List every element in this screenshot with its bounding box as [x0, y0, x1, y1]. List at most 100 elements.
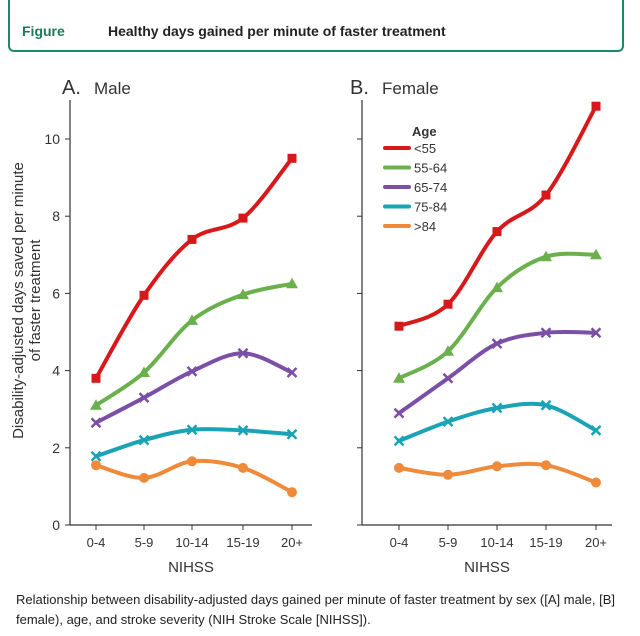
- series-line-under-55: [397, 104, 598, 329]
- legend-title: Age: [412, 124, 437, 139]
- data-point-under-55: [238, 213, 248, 223]
- data-point-75-84: [540, 399, 552, 411]
- y-tick-label: 8: [52, 208, 60, 224]
- marker-stroke: [186, 366, 198, 377]
- x-tick-label: 10-14: [480, 535, 513, 550]
- x-tick-label: 15-19: [226, 535, 259, 550]
- marker-stroke: [138, 392, 150, 403]
- marker-stroke: [393, 435, 405, 447]
- marker-stroke: [442, 372, 454, 384]
- chart-figure: A. Male 0 2 4 6 8 10 0-4 5-9 10-14 15-19 20+ NIHSS Dis…: [10, 77, 612, 576]
- data-point-75-84: [442, 416, 454, 427]
- panel-letter: A.: [62, 77, 81, 99]
- data-point-65-74: [393, 407, 405, 419]
- data-point-55-64: [590, 248, 602, 260]
- data-point-over-84: [541, 460, 551, 471]
- data-point-55-64: [491, 281, 503, 293]
- x-tick-label: 20+: [281, 535, 303, 550]
- x-tick-label: 10-14: [175, 535, 208, 550]
- data-point-55-64: [138, 366, 150, 377]
- y-tick-label: 2: [52, 440, 60, 456]
- panel-name: Female: [382, 79, 439, 98]
- data-point-65-74: [186, 366, 198, 377]
- marker-stroke: [237, 425, 249, 436]
- y-tick-label: 10: [44, 131, 60, 147]
- data-point-65-74: [590, 327, 602, 339]
- data-point-55-64: [286, 277, 298, 289]
- data-point-under-55: [591, 101, 601, 111]
- data-point-under-55: [541, 190, 551, 200]
- data-point-65-74: [286, 367, 298, 378]
- figure-tag: Figure: [22, 23, 65, 39]
- marker-stroke: [186, 424, 198, 436]
- legend-label: 55-64: [414, 161, 447, 176]
- data-point-55-64: [237, 288, 249, 300]
- data-point-55-64: [540, 250, 552, 262]
- data-point-75-84: [186, 424, 198, 436]
- x-tick-label: 5-9: [439, 535, 458, 550]
- y-tick-label: 6: [52, 285, 60, 301]
- panel-letter: B.: [350, 77, 369, 99]
- x-tick-label: 0-4: [390, 535, 409, 550]
- marker-stroke: [90, 417, 102, 429]
- legend-label: <55: [414, 141, 436, 156]
- data-point-under-55: [492, 227, 502, 237]
- marker-stroke: [286, 367, 298, 378]
- legend-label: 75-84: [414, 200, 447, 215]
- marker-stroke: [393, 407, 405, 419]
- data-point-under-55: [139, 290, 149, 300]
- data-point-75-84: [237, 425, 249, 436]
- x-axis-label: NIHSS: [464, 559, 510, 576]
- figure-title: Healthy days gained per minute of faster…: [108, 23, 446, 39]
- figure-header: [8, 0, 624, 52]
- data-point-75-84: [590, 425, 602, 436]
- panel-name: Male: [94, 79, 131, 98]
- data-point-75-84: [286, 428, 298, 440]
- data-point-55-64: [186, 314, 198, 325]
- y-tick-label: 0: [52, 517, 60, 533]
- data-point-over-84: [187, 456, 197, 467]
- data-point-65-74: [90, 417, 102, 429]
- data-point-over-84: [287, 487, 297, 498]
- data-point-75-84: [393, 435, 405, 447]
- x-tick-label: 15-19: [529, 535, 562, 550]
- legend-label: >84: [414, 219, 436, 234]
- data-point-65-74: [491, 338, 503, 349]
- y-tick-label: 4: [52, 363, 60, 379]
- data-point-over-84: [139, 472, 149, 483]
- series-line-55-64: [94, 281, 294, 408]
- figure-caption: Relationship between disability-adjusted…: [16, 592, 616, 627]
- x-tick-label: 5-9: [135, 535, 154, 550]
- marker-stroke: [237, 347, 249, 359]
- data-point-under-55: [187, 234, 197, 244]
- marker-stroke: [138, 434, 150, 446]
- data-point-55-64: [90, 399, 102, 410]
- data-point-75-84: [491, 402, 503, 414]
- data-point-under-55: [91, 373, 101, 383]
- data-point-over-84: [394, 462, 404, 473]
- x-tick-label: 20+: [585, 535, 607, 550]
- x-axis-label: NIHSS: [168, 559, 214, 576]
- data-point-over-84: [91, 460, 101, 471]
- marker-stroke: [90, 450, 102, 462]
- legend-label: 65-74: [414, 180, 447, 195]
- data-point-over-84: [238, 462, 248, 473]
- y-axis-label: of faster treatment: [27, 239, 44, 362]
- x-tick-label: 0-4: [87, 535, 106, 550]
- marker-stroke: [442, 416, 454, 427]
- marker-stroke: [540, 399, 552, 411]
- data-point-65-74: [237, 347, 249, 359]
- data-point-65-74: [540, 327, 552, 339]
- y-axis-label: Disability-adjusted days saved per minut…: [10, 162, 27, 439]
- data-point-75-84: [138, 434, 150, 446]
- data-point-under-55: [287, 153, 297, 163]
- data-point-over-84: [591, 477, 601, 488]
- marker-stroke: [491, 338, 503, 349]
- data-point-65-74: [138, 392, 150, 403]
- data-point-under-55: [394, 321, 404, 331]
- marker-stroke: [540, 327, 552, 339]
- data-point-75-84: [90, 450, 102, 462]
- data-point-over-84: [443, 469, 453, 480]
- series-line-under-55: [94, 156, 294, 381]
- data-point-under-55: [443, 299, 453, 309]
